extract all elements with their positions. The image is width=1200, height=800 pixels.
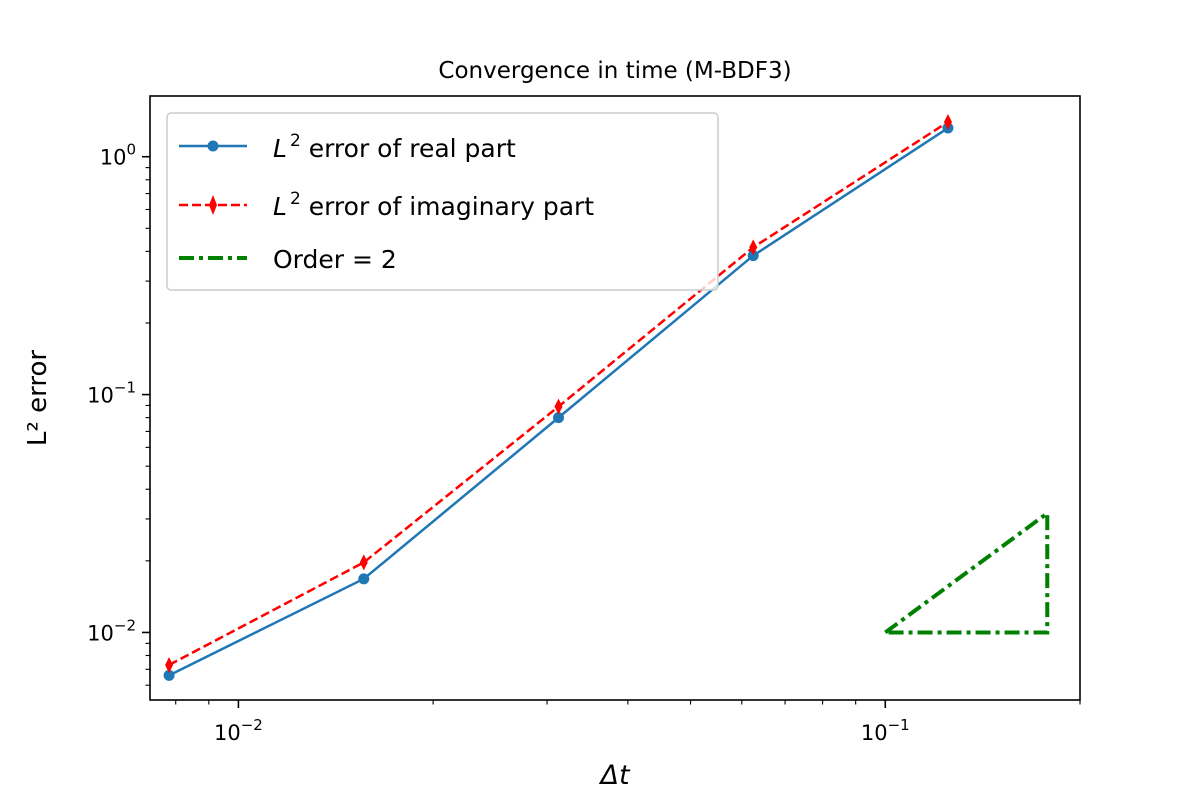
x-axis-label: Δt: [598, 760, 630, 791]
legend-label-imag-text: error of imaginary part: [301, 192, 595, 221]
series-line-2: [884, 509, 1050, 635]
y-tick-label-base: 10: [87, 384, 114, 408]
chart-title: Convergence in time (M-BDF3): [438, 58, 791, 84]
y-tick-label: 10−1: [87, 379, 136, 408]
x-tick-label: 10−2: [214, 716, 263, 745]
y-tick-label: 10−2: [87, 616, 136, 645]
data-point-real: [358, 573, 370, 585]
data-point-imag: [943, 113, 952, 130]
x-tick-label-base: 10: [214, 721, 241, 745]
x-tick-label-base: 10: [861, 721, 888, 745]
y-tick-label-exponent: −1: [114, 379, 136, 397]
x-axis-label-text: Δt: [598, 760, 630, 791]
legend-label-order: Order = 2: [273, 245, 397, 274]
legend-label-imag-math: L: [273, 192, 287, 221]
data-point-real: [747, 250, 759, 262]
data-point-real: [163, 669, 175, 681]
y-tick-label-base: 10: [87, 621, 114, 645]
legend-marker-imag: [209, 195, 217, 215]
y-axis-label: L² error: [23, 350, 53, 446]
y-tick-label-exponent: −2: [114, 616, 136, 634]
x-tick-label-exponent: −2: [241, 716, 263, 734]
y-tick-label-exponent: 0: [126, 141, 136, 159]
data-point-imag: [165, 656, 174, 673]
x-tick-label-exponent: −1: [888, 716, 910, 734]
legend-marker-real: [207, 140, 219, 152]
legend-box: [166, 112, 719, 291]
data-point-imag: [554, 398, 563, 415]
y-tick-label: 100: [100, 141, 136, 170]
legend-label-real-math: L: [273, 134, 287, 163]
series-layer: [163, 113, 1050, 681]
legend-label-imag-sup: 2: [290, 189, 301, 209]
legend-label-real-text: error of real part: [301, 134, 516, 163]
y-tick-label-base: 10: [100, 146, 127, 170]
data-point-real: [553, 412, 565, 424]
legend-label-real-sup: 2: [290, 131, 301, 151]
data-point-imag: [359, 554, 368, 571]
x-tick-label: 10−1: [861, 716, 910, 745]
data-point-imag: [749, 239, 758, 256]
plot-area: [149, 95, 1081, 701]
